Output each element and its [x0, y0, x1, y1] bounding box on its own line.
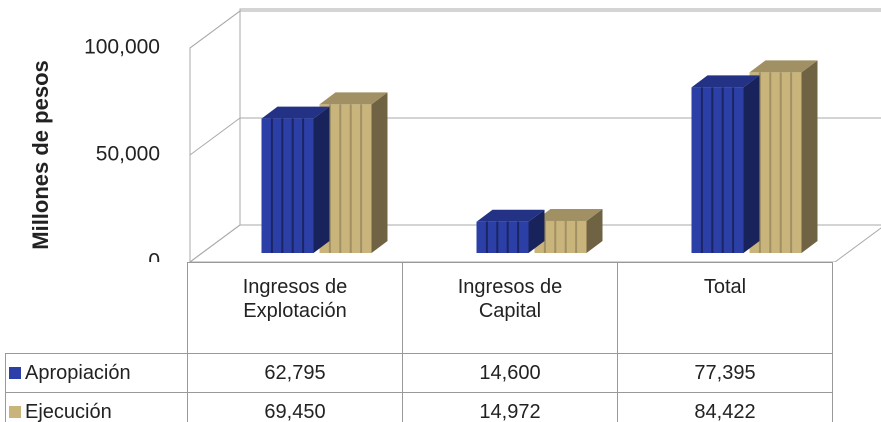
value-cell: 69,450 [187, 392, 403, 422]
bar [476, 221, 529, 253]
value-cell: 62,795 [187, 353, 403, 393]
table-row: Apropiación 62,795 14,600 77,395 [5, 353, 833, 393]
category-label: Total [703, 276, 747, 298]
bar-side [528, 209, 545, 253]
value-cell: 77,395 [617, 353, 833, 393]
data-table: Ingresos de Explotación Ingresos de Capit… [5, 262, 833, 422]
y-tick-label: 0 [148, 250, 160, 262]
category-label: Ingresos de Capital [457, 276, 563, 322]
grid-line [189, 117, 881, 156]
bar-3d [691, 75, 760, 254]
bar-3d [319, 92, 388, 253]
bar-top [476, 209, 545, 222]
value-cell: 14,972 [402, 392, 618, 422]
bar-3d [534, 208, 603, 253]
category-cell: Ingresos de Capital [402, 262, 618, 354]
table-header: Ingresos de Explotación Ingresos de Capit… [6, 262, 833, 354]
legend-label: Apropiación [25, 361, 131, 384]
y-tick-label: 100,000 [84, 36, 160, 59]
bar-3d [749, 60, 818, 254]
legend-swatch [9, 366, 21, 379]
bar-side [586, 208, 603, 253]
plot: Millones de pesos 0 50,000 100,000 [28, 8, 881, 262]
bar-3d [476, 209, 545, 253]
legend-cell: Ejecución [5, 392, 188, 422]
bar-side [313, 106, 330, 253]
category-label: Ingresos de Explotación [242, 276, 348, 322]
value-cell: 14,600 [402, 353, 618, 393]
bar-top [691, 75, 760, 88]
value-cell: 84,422 [617, 392, 833, 422]
bar-3d [261, 106, 330, 253]
bar-top [261, 106, 330, 119]
bar-top [749, 60, 818, 73]
bar-side [801, 60, 818, 254]
bar-side [743, 75, 760, 254]
blank-cell [6, 263, 188, 354]
grid-line [189, 10, 881, 49]
bar-top [319, 92, 388, 105]
legend-swatch [9, 405, 21, 418]
legend-label: Ejecución [25, 400, 112, 422]
bar-side [371, 92, 388, 253]
y-axis-label: Millones de pesos [28, 60, 53, 250]
legend-cell: Apropiación [5, 353, 188, 393]
y-tick-label: 50,000 [96, 143, 160, 166]
category-cell: Total [617, 262, 833, 354]
bar [691, 87, 744, 254]
bar-top [534, 208, 603, 221]
bar [261, 118, 314, 253]
grid-line [189, 224, 881, 262]
category-cell: Ingresos de Explotación [187, 262, 403, 354]
table-row: Ejecución 69,450 14,972 84,422 [5, 392, 833, 422]
